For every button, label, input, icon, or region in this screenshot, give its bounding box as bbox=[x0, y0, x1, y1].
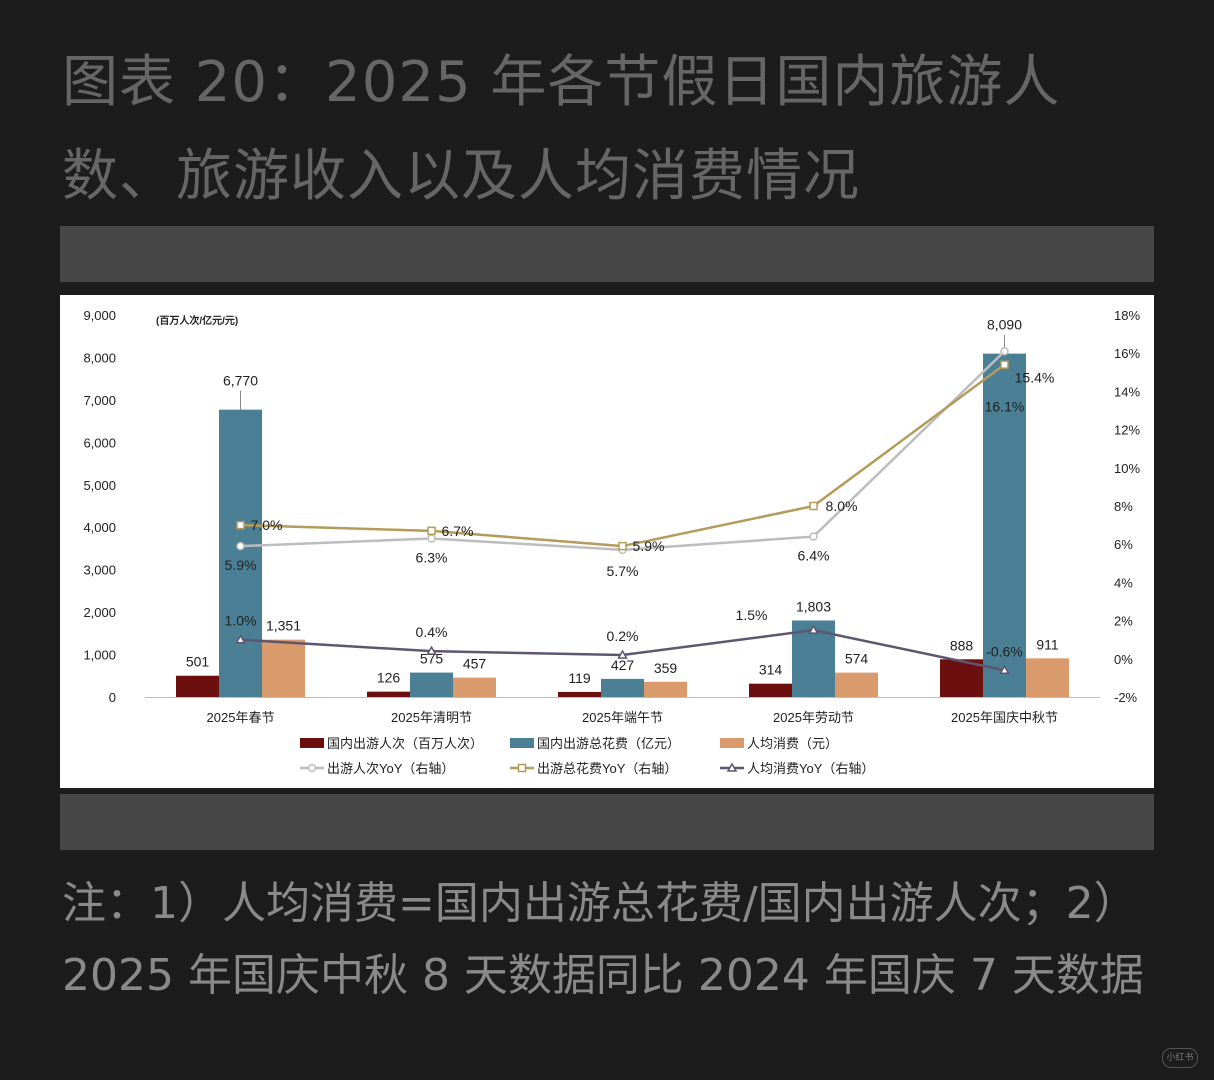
line-value-label: 1.0% bbox=[225, 613, 257, 629]
bar-value-label: 1,351 bbox=[266, 618, 301, 634]
y-left-tick-label: 7,000 bbox=[83, 393, 116, 408]
line-series-2 bbox=[241, 365, 1005, 546]
line-marker bbox=[237, 543, 244, 550]
line-value-label: 5.9% bbox=[633, 538, 665, 554]
legend-marker bbox=[728, 764, 736, 771]
bar-3 bbox=[835, 673, 878, 697]
y-left-tick-label: 9,000 bbox=[83, 308, 116, 323]
y-right-tick-label: 4% bbox=[1114, 575, 1133, 590]
line-value-label: -0.6% bbox=[986, 643, 1023, 659]
y-right-tick-label: 6% bbox=[1114, 537, 1133, 552]
legend-swatch bbox=[720, 738, 744, 748]
legend-label: 国内出游人次（百万人次） bbox=[327, 736, 483, 751]
watermark: 小红书 bbox=[1162, 1048, 1198, 1068]
line-marker bbox=[1001, 361, 1008, 368]
line-value-label: 0.4% bbox=[416, 624, 448, 640]
y-left-tick-label: 8,000 bbox=[83, 350, 116, 365]
y-right-tick-label: 12% bbox=[1114, 423, 1140, 438]
line-marker bbox=[619, 651, 627, 658]
y-right-tick-label: 18% bbox=[1114, 308, 1140, 323]
y-right-tick-label: 10% bbox=[1114, 461, 1140, 476]
bar-3 bbox=[453, 678, 496, 697]
x-tick-label: 2025年清明节 bbox=[391, 710, 472, 725]
bar-value-label: 574 bbox=[845, 651, 869, 667]
line-value-label: 5.9% bbox=[225, 557, 257, 573]
bar-value-label: 6,770 bbox=[223, 373, 258, 389]
line-marker bbox=[237, 522, 244, 529]
y-left-tick-label: 6,000 bbox=[83, 435, 116, 450]
x-tick-label: 2025年劳动节 bbox=[773, 710, 854, 725]
bar-value-label: 119 bbox=[568, 670, 591, 686]
bar-value-label: 126 bbox=[377, 670, 401, 686]
bar-value-label: 314 bbox=[759, 662, 783, 678]
y-right-tick-label: 0% bbox=[1114, 652, 1133, 667]
legend-swatch bbox=[510, 738, 534, 748]
y-right-tick-label: 2% bbox=[1114, 614, 1133, 629]
line-value-label: 7.0% bbox=[251, 517, 283, 533]
bar-value-label: 8,090 bbox=[987, 317, 1022, 333]
line-value-label: 0.2% bbox=[607, 628, 639, 644]
bar-2 bbox=[601, 679, 644, 697]
line-value-label: 6.4% bbox=[798, 548, 830, 564]
unit-label: (百万人次/亿元/元) bbox=[156, 314, 238, 327]
line-value-label: 1.5% bbox=[736, 607, 768, 623]
bar-2 bbox=[410, 673, 453, 697]
line-marker bbox=[810, 533, 817, 540]
legend-label: 国内出游总花费（亿元） bbox=[537, 736, 680, 751]
y-right-tick-label: 8% bbox=[1114, 499, 1133, 514]
line-marker bbox=[428, 535, 435, 542]
bar-value-label: 501 bbox=[186, 654, 210, 670]
line-marker bbox=[428, 647, 436, 654]
legend-swatch bbox=[300, 738, 324, 748]
bar-3 bbox=[1026, 658, 1069, 697]
line-value-label: 5.7% bbox=[607, 563, 639, 579]
legend-label: 出游总花费YoY（右轴） bbox=[537, 761, 677, 776]
y-left-tick-label: 1,000 bbox=[83, 648, 116, 663]
bar-value-label: 1,803 bbox=[796, 598, 831, 614]
bar-3 bbox=[644, 682, 687, 697]
line-value-label: 15.4% bbox=[1015, 370, 1055, 386]
image-band-bottom bbox=[60, 794, 1154, 850]
image-band-top bbox=[60, 226, 1154, 282]
x-tick-label: 2025年端午节 bbox=[582, 710, 663, 725]
legend-marker bbox=[309, 765, 316, 772]
bar-value-label: 427 bbox=[611, 657, 635, 673]
x-tick-label: 2025年国庆中秋节 bbox=[951, 710, 1058, 725]
bar-1 bbox=[176, 676, 219, 697]
bar-value-label: 888 bbox=[950, 637, 974, 653]
y-right-tick-label: 16% bbox=[1114, 346, 1140, 361]
line-value-label: 8.0% bbox=[826, 498, 858, 514]
legend-label: 人均消费（元） bbox=[747, 736, 838, 751]
y-right-tick-label: -2% bbox=[1114, 690, 1138, 705]
line-value-label: 6.3% bbox=[416, 549, 448, 565]
x-tick-label: 2025年春节 bbox=[207, 710, 275, 725]
line-marker bbox=[810, 503, 817, 510]
line-value-label: 6.7% bbox=[442, 523, 474, 539]
y-left-tick-label: 5,000 bbox=[83, 478, 116, 493]
bar-1 bbox=[749, 684, 792, 697]
line-value-label: 16.1% bbox=[985, 398, 1025, 414]
line-marker bbox=[619, 543, 626, 550]
bar-2 bbox=[219, 410, 262, 697]
y-left-tick-label: 3,000 bbox=[83, 563, 116, 578]
chart-svg: 0 1,000 2,000 3,000 4,000 5,000 6,000 7,000 8,00… bbox=[60, 295, 1154, 788]
chart-panel: 0 1,000 2,000 3,000 4,000 5,000 6,000 7,000 8,00… bbox=[60, 295, 1154, 788]
line-marker bbox=[1001, 348, 1008, 355]
legend-label: 人均消费YoY（右轴） bbox=[747, 761, 874, 776]
y-right-tick-label: 14% bbox=[1114, 384, 1140, 399]
legend-marker bbox=[519, 765, 526, 772]
line-marker bbox=[428, 527, 435, 534]
bar-1 bbox=[367, 692, 410, 697]
bar-value-label: 457 bbox=[463, 656, 487, 672]
bar-3 bbox=[262, 640, 305, 697]
bar-1 bbox=[558, 692, 601, 697]
chart-title: 图表 20：2025 年各节假日国内旅游人数、旅游收入以及人均消费情况 bbox=[62, 36, 1172, 224]
y-left-tick-label: 4,000 bbox=[83, 520, 116, 535]
bar-value-label: 359 bbox=[654, 660, 678, 676]
legend-label: 出游人次YoY（右轴） bbox=[327, 761, 454, 776]
y-left-tick-label: 2,000 bbox=[83, 605, 116, 620]
chart-note: 注：1）人均消费=国内出游总花费/国内出游人次；2）2025 年国庆中秋 8 天… bbox=[62, 868, 1182, 1012]
bar-value-label: 911 bbox=[1036, 636, 1059, 652]
y-left-tick-label: 0 bbox=[109, 690, 116, 705]
